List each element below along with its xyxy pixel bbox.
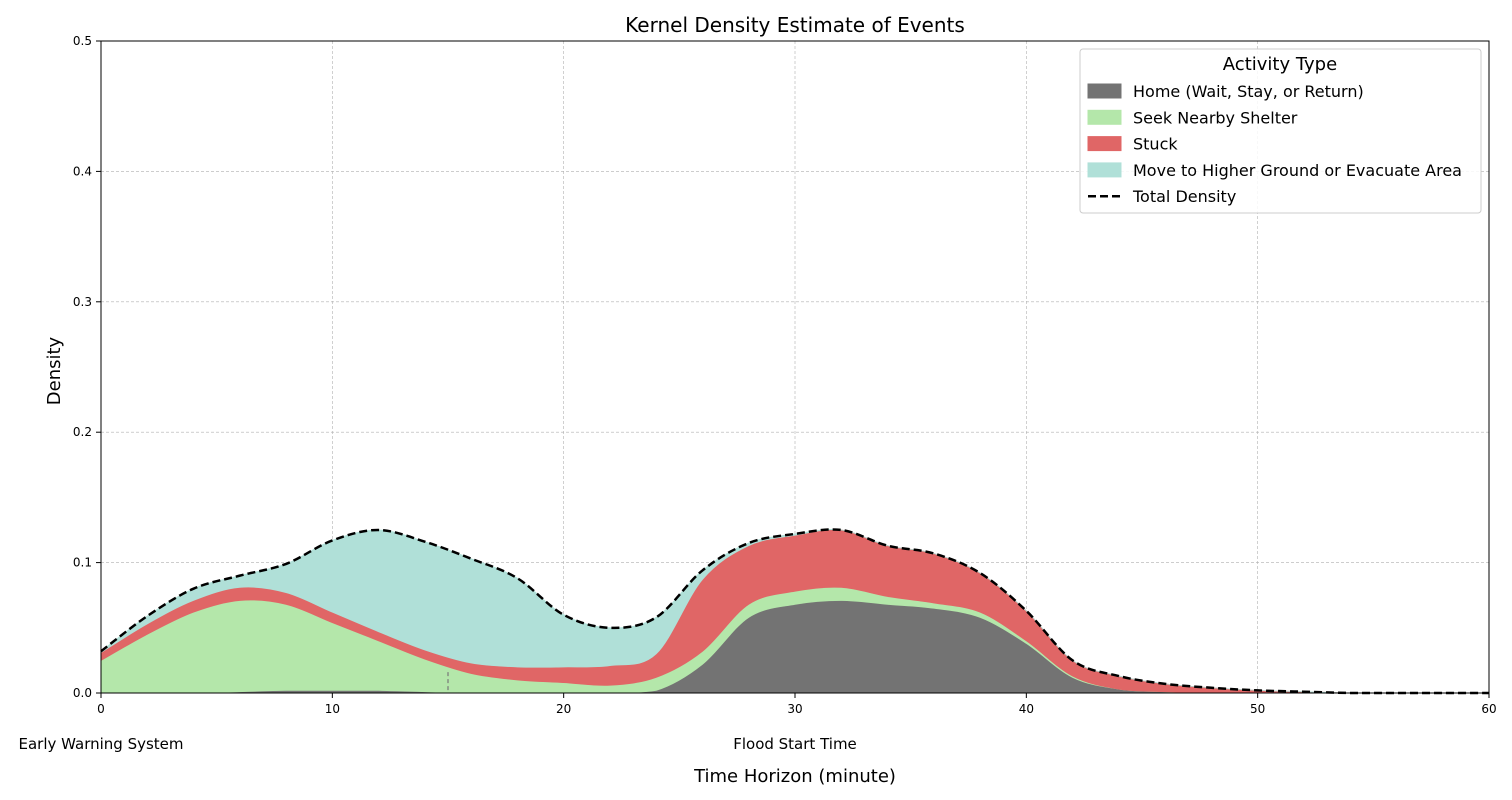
axis-annotation-1: Early Warning System <box>18 735 183 753</box>
legend-label: Home (Wait, Stay, or Return) <box>1133 82 1364 101</box>
legend-label: Seek Nearby Shelter <box>1133 108 1298 127</box>
legend-label: Stuck <box>1133 135 1178 154</box>
legend-swatch <box>1087 136 1122 152</box>
legend-label: Move to Higher Ground or Evacuate Area <box>1133 161 1462 180</box>
total-density-path <box>100 528 1489 695</box>
x-tick-label: 50 <box>1250 702 1265 716</box>
legend-swatch <box>1087 109 1122 125</box>
legend-label: Total Density <box>1132 187 1236 206</box>
x-tick-label: 30 <box>787 702 802 716</box>
legend-swatch <box>1087 162 1122 178</box>
x-tick-label: 0 <box>97 702 105 716</box>
legend-title: Activity Type <box>1223 54 1337 75</box>
legend-items: Home (Wait, Stay, or Return) Seek Nearby … <box>1087 82 1462 206</box>
y-tick-label: 0.1 <box>73 556 92 570</box>
ticks: 0 10 20 30 40 50 60 0.0 0.1 0.2 0.3 0.4 0.5 <box>73 34 1497 716</box>
y-tick-label: 0.2 <box>73 425 92 439</box>
y-tick-label: 0.0 <box>73 686 92 700</box>
y-tick-label: 0.5 <box>73 34 92 48</box>
legend: Activity Type Home (Wait, Stay, or Retur… <box>1079 48 1482 214</box>
y-tick-label: 0.3 <box>73 295 92 309</box>
grid <box>101 41 1489 693</box>
axis-annotation-2: Flood Start Time <box>733 735 857 753</box>
chart-title: Kernel Density Estimate of Events <box>625 13 965 37</box>
annotations: Early Warning System Flood Start Time <box>18 735 856 753</box>
legend-swatch <box>1087 83 1122 99</box>
x-tick-label: 60 <box>1481 702 1496 716</box>
x-axis-label: Time Horizon (minute) <box>693 766 896 787</box>
legend-box <box>1079 48 1482 214</box>
x-tick-label: 20 <box>556 702 571 716</box>
y-axis-label: Density <box>44 336 65 405</box>
total-density-line <box>100 528 1489 695</box>
x-tick-label: 40 <box>1019 702 1034 716</box>
x-tick-label: 10 <box>325 702 340 716</box>
y-tick-label: 0.4 <box>73 164 92 178</box>
